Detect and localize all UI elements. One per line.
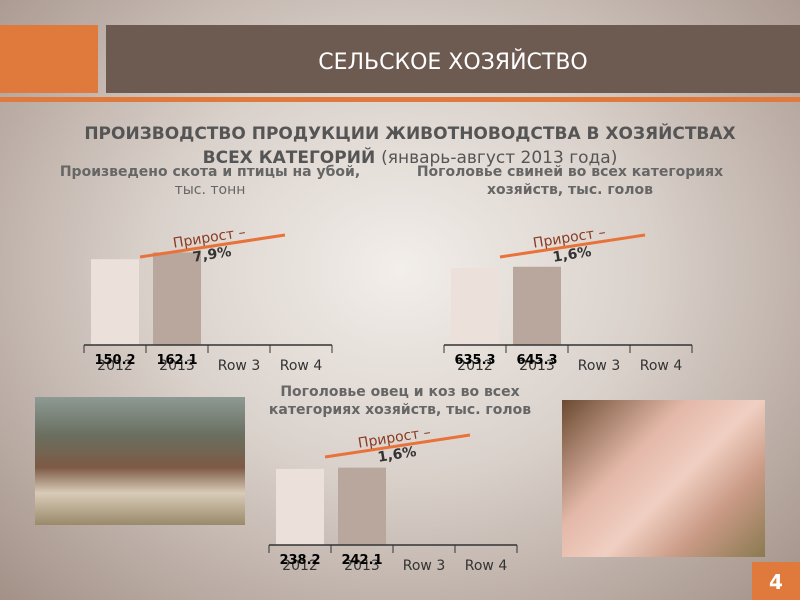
title-text: ПРОИЗВОДСТВО ПРОДУКЦИИ ЖИВОТНОВОДСТВА В … — [84, 124, 736, 168]
data-label: 242.1 — [341, 553, 382, 568]
chart-title-text: Поголовье свиней во всех категориях хозя… — [416, 164, 724, 198]
header-line — [0, 97, 800, 102]
x-tick-label: Row 3 — [403, 558, 445, 574]
bar — [338, 467, 386, 545]
x-tick-label: 2012 — [282, 558, 318, 574]
x-tick-label: Row 3 — [218, 358, 260, 374]
x-tick-label: Row 4 — [465, 558, 508, 574]
chart-title: Поголовье свиней во всех категориях хозя… — [410, 163, 730, 199]
x-tick-label: 2013 — [519, 358, 555, 374]
x-tick-label: 2013 — [344, 558, 380, 574]
chart-title-text: Произведено скота и птицы на убой, — [59, 164, 361, 180]
annotation-line: 1,6% — [552, 244, 593, 266]
data-label: 150.2 — [94, 353, 135, 368]
growth-line — [324, 433, 471, 459]
subtitle-text: (январь-август 2013 года) — [381, 148, 618, 168]
header-bar — [106, 25, 800, 93]
annotation: Прирост –1,6% — [532, 224, 610, 268]
x-tick-label: Row 4 — [280, 358, 323, 374]
data-label: 162.1 — [156, 353, 197, 368]
growth-line — [139, 233, 286, 259]
page-number: 4 — [769, 570, 783, 594]
x-tick-label: 2012 — [97, 358, 133, 374]
chart: 2012 2013 Row 3 Row 4 635.3 645.3 Прирост –1,6… — [443, 224, 693, 374]
annotation-group: Прирост –1,6% — [357, 424, 435, 468]
chart-subtitle: тыс. тонн — [174, 182, 246, 198]
data-label: 238.2 — [279, 553, 320, 568]
annotation-line: 1,6% — [377, 444, 418, 466]
x-tick-label: 2013 — [159, 358, 195, 374]
x-tick-label: Row 3 — [578, 358, 620, 374]
data-label: 645.3 — [516, 353, 557, 368]
bar — [153, 252, 201, 345]
chart-title: Поголовье овец и коз во всех категориях … — [240, 383, 560, 419]
annotation-group: Прирост –1,6% — [532, 224, 610, 268]
page-number-box — [752, 562, 800, 600]
chart-title: Произведено скота и птицы на убой, тыс. т… — [50, 163, 370, 199]
bar — [91, 259, 139, 345]
x-tick-label: Row 4 — [640, 358, 683, 374]
bar — [513, 266, 561, 345]
pig-photo — [562, 400, 765, 557]
header-title: СЕЛЬСКОЕ ХОЗЯЙСТВО — [318, 50, 588, 75]
growth-line — [499, 233, 646, 259]
header-accent — [0, 25, 98, 93]
bar — [276, 468, 324, 545]
annotation: Прирост –1,6% — [357, 424, 435, 468]
chart: 2012 2013 Row 3 Row 4 238.2 242.1 Прирост –1,6… — [268, 424, 518, 574]
bar — [451, 267, 499, 345]
chart-title-text: Поголовье овец и коз во всех категориях … — [268, 384, 532, 418]
slide-title: ПРОИЗВОДСТВО ПРОДУКЦИИ ЖИВОТНОВОДСТВА В … — [60, 122, 760, 170]
x-tick-label: 2012 — [457, 358, 493, 374]
data-label: 635.3 — [454, 353, 495, 368]
sheep-photo — [35, 397, 245, 525]
annotation-line: 7,9% — [192, 244, 233, 266]
